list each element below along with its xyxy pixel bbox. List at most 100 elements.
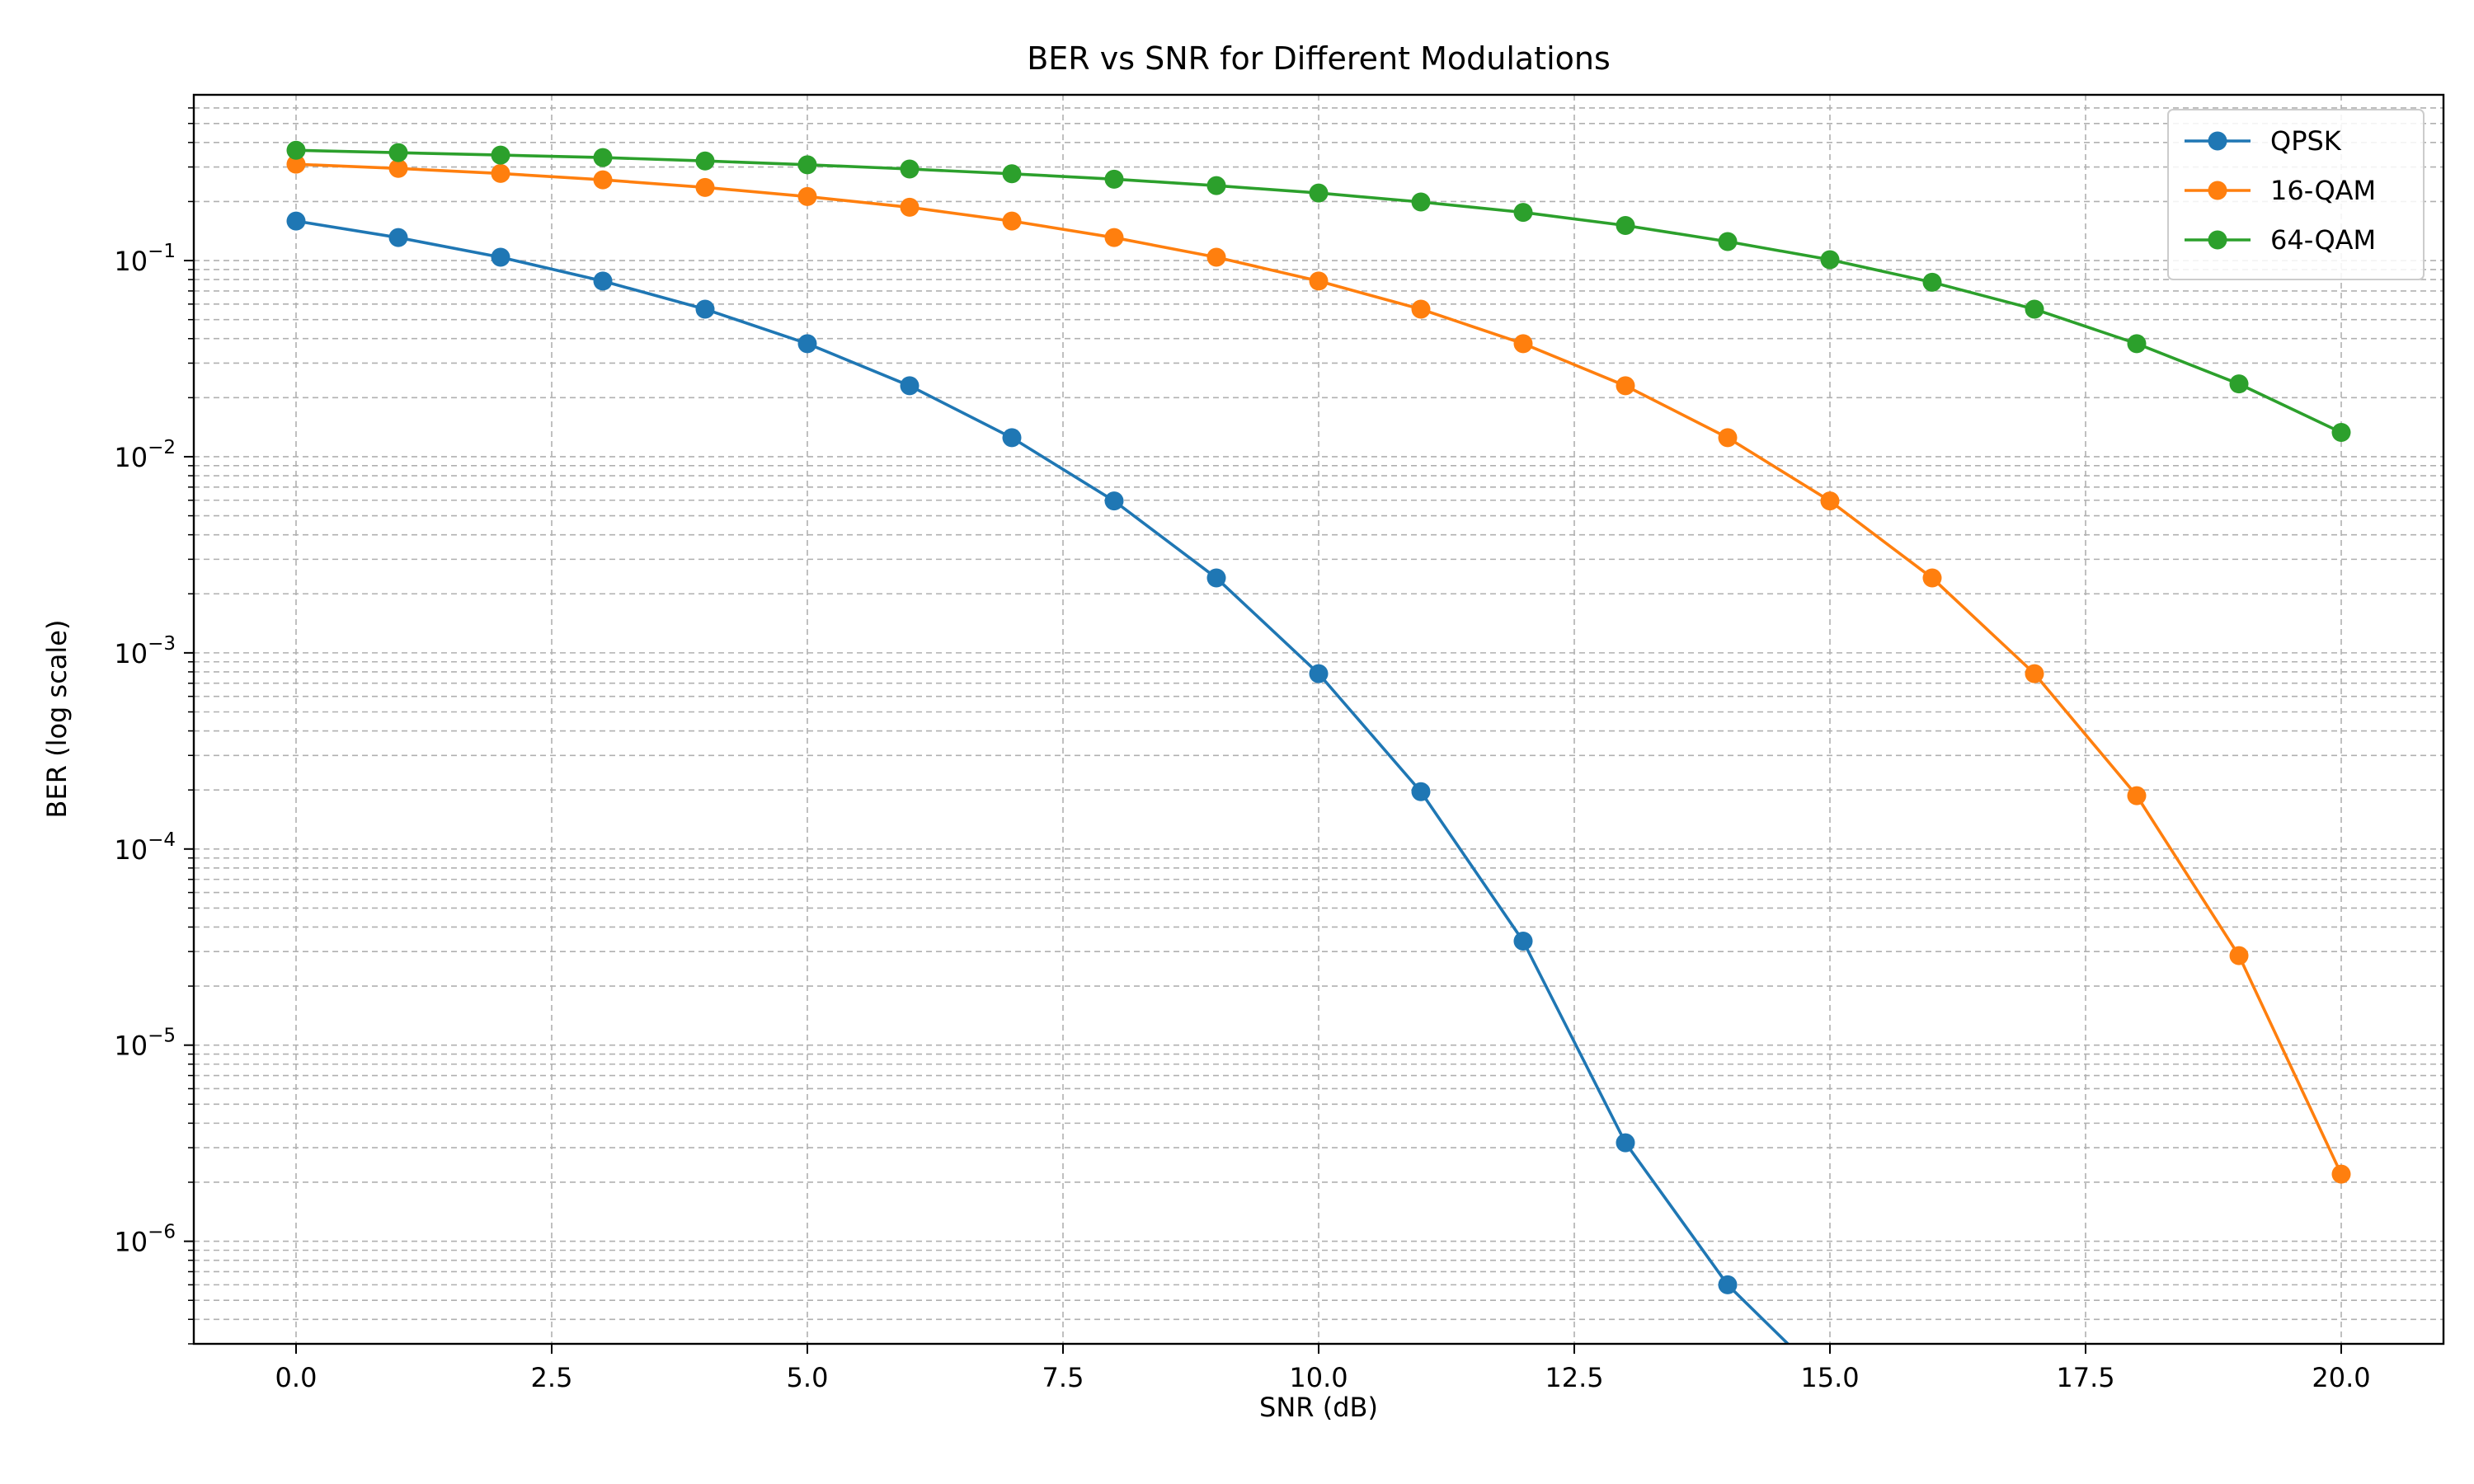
data-point: [1309, 183, 1329, 203]
data-point: [1104, 491, 1124, 511]
x-tick-label: 7.5: [1042, 1362, 1084, 1393]
y-tick-label: 10−6: [114, 1222, 176, 1258]
y-tick-label: 10−5: [114, 1026, 176, 1062]
data-point: [1104, 169, 1124, 189]
chart-title: BER vs SNR for Different Modulations: [1027, 40, 1611, 77]
data-point: [388, 158, 408, 178]
legend-marker: [2208, 230, 2227, 250]
data-point: [1206, 247, 1226, 267]
data-point: [1616, 376, 1635, 396]
legend-marker: [2208, 131, 2227, 151]
legend-entry-64-qam: 64-QAM: [2185, 224, 2376, 256]
y-axis-label: BER (log scale): [41, 620, 73, 819]
data-point: [2025, 299, 2044, 319]
data-point: [593, 148, 613, 167]
legend-label: 16-QAM: [2270, 175, 2376, 206]
data-point: [1616, 1133, 1635, 1153]
data-point: [1411, 782, 1431, 801]
y-tick-exponent: −2: [148, 437, 176, 458]
data-point: [2127, 334, 2147, 354]
data-point: [1002, 211, 1022, 231]
data-point: [1002, 164, 1022, 184]
data-point: [491, 163, 510, 183]
x-tick-label: 20.0: [2312, 1362, 2370, 1393]
x-axis-label: SNR (dB): [1259, 1392, 1378, 1423]
y-tick-base: 10: [114, 246, 148, 277]
data-point: [2025, 664, 2044, 683]
data-point: [1718, 232, 1738, 251]
series-qpsk: [286, 211, 1790, 1344]
legend-box: [2167, 109, 2425, 280]
data-point: [491, 145, 510, 165]
data-point: [2229, 946, 2249, 965]
data-point: [1513, 203, 1533, 223]
x-tick-label: 15.0: [1800, 1362, 1859, 1393]
data-point: [388, 143, 408, 162]
legend-entry-qpsk: QPSK: [2185, 125, 2342, 157]
data-point: [1002, 428, 1022, 448]
data-point: [2229, 374, 2249, 394]
y-tick-base: 10: [114, 834, 148, 866]
data-point: [1820, 491, 1840, 511]
y-tick-label: 10−4: [114, 829, 176, 866]
series-layer: [286, 140, 2351, 1344]
data-point: [1922, 272, 1942, 292]
data-point: [2331, 1164, 2351, 1184]
series-64-qam: [286, 140, 2351, 443]
y-tick-label: 10−1: [114, 241, 176, 277]
y-axis: 10−610−510−410−310−210−1: [114, 107, 194, 1345]
y-tick-exponent: −1: [148, 241, 176, 262]
data-point: [900, 159, 920, 179]
legend-marker: [2208, 181, 2227, 200]
series-16-qam: [286, 154, 2351, 1184]
x-tick-label: 12.5: [1545, 1362, 1603, 1393]
x-tick-label: 2.5: [531, 1362, 573, 1393]
data-point: [491, 247, 510, 267]
data-point: [797, 186, 817, 206]
y-tick-label: 10−3: [114, 633, 176, 669]
x-tick-label: 10.0: [1289, 1362, 1348, 1393]
legend-label: 64-QAM: [2270, 224, 2376, 256]
data-point: [695, 299, 715, 319]
x-tick-label: 17.5: [2056, 1362, 2114, 1393]
grid-layer: [194, 95, 2443, 1345]
data-point: [797, 334, 817, 354]
data-point: [1206, 176, 1226, 195]
data-point: [900, 197, 920, 217]
data-point: [1411, 192, 1431, 212]
data-point: [593, 170, 613, 190]
data-point: [1513, 932, 1533, 951]
y-tick-base: 10: [114, 1227, 148, 1258]
y-tick-exponent: −3: [148, 633, 176, 655]
y-tick-base: 10: [114, 442, 148, 473]
data-point: [286, 140, 306, 160]
data-point: [1616, 215, 1635, 235]
data-point: [1922, 568, 1942, 588]
data-point: [593, 271, 613, 291]
data-point: [695, 151, 715, 171]
data-point: [695, 177, 715, 197]
data-point: [1718, 428, 1738, 448]
y-tick-exponent: −4: [148, 829, 176, 851]
data-point: [286, 154, 306, 174]
series-line-qpsk: [295, 219, 1790, 1344]
data-point: [1513, 334, 1533, 354]
y-tick-base: 10: [114, 1031, 148, 1062]
data-point: [1820, 250, 1840, 270]
y-tick-exponent: −6: [148, 1222, 176, 1243]
data-point: [388, 228, 408, 247]
y-tick-label: 10−2: [114, 437, 176, 473]
data-point: [286, 211, 306, 231]
data-point: [1104, 228, 1124, 247]
x-tick-label: 5.0: [787, 1362, 829, 1393]
data-point: [1718, 1275, 1738, 1294]
data-point: [1411, 299, 1431, 319]
data-point: [797, 155, 817, 175]
data-point: [2127, 786, 2147, 805]
y-tick-base: 10: [114, 638, 148, 669]
data-point: [1309, 271, 1329, 291]
data-point: [1309, 664, 1329, 683]
x-axis: 0.0 2.5 5.0 7.5 10.0 12.5 15.0 17.5 20.0: [275, 1344, 2371, 1393]
